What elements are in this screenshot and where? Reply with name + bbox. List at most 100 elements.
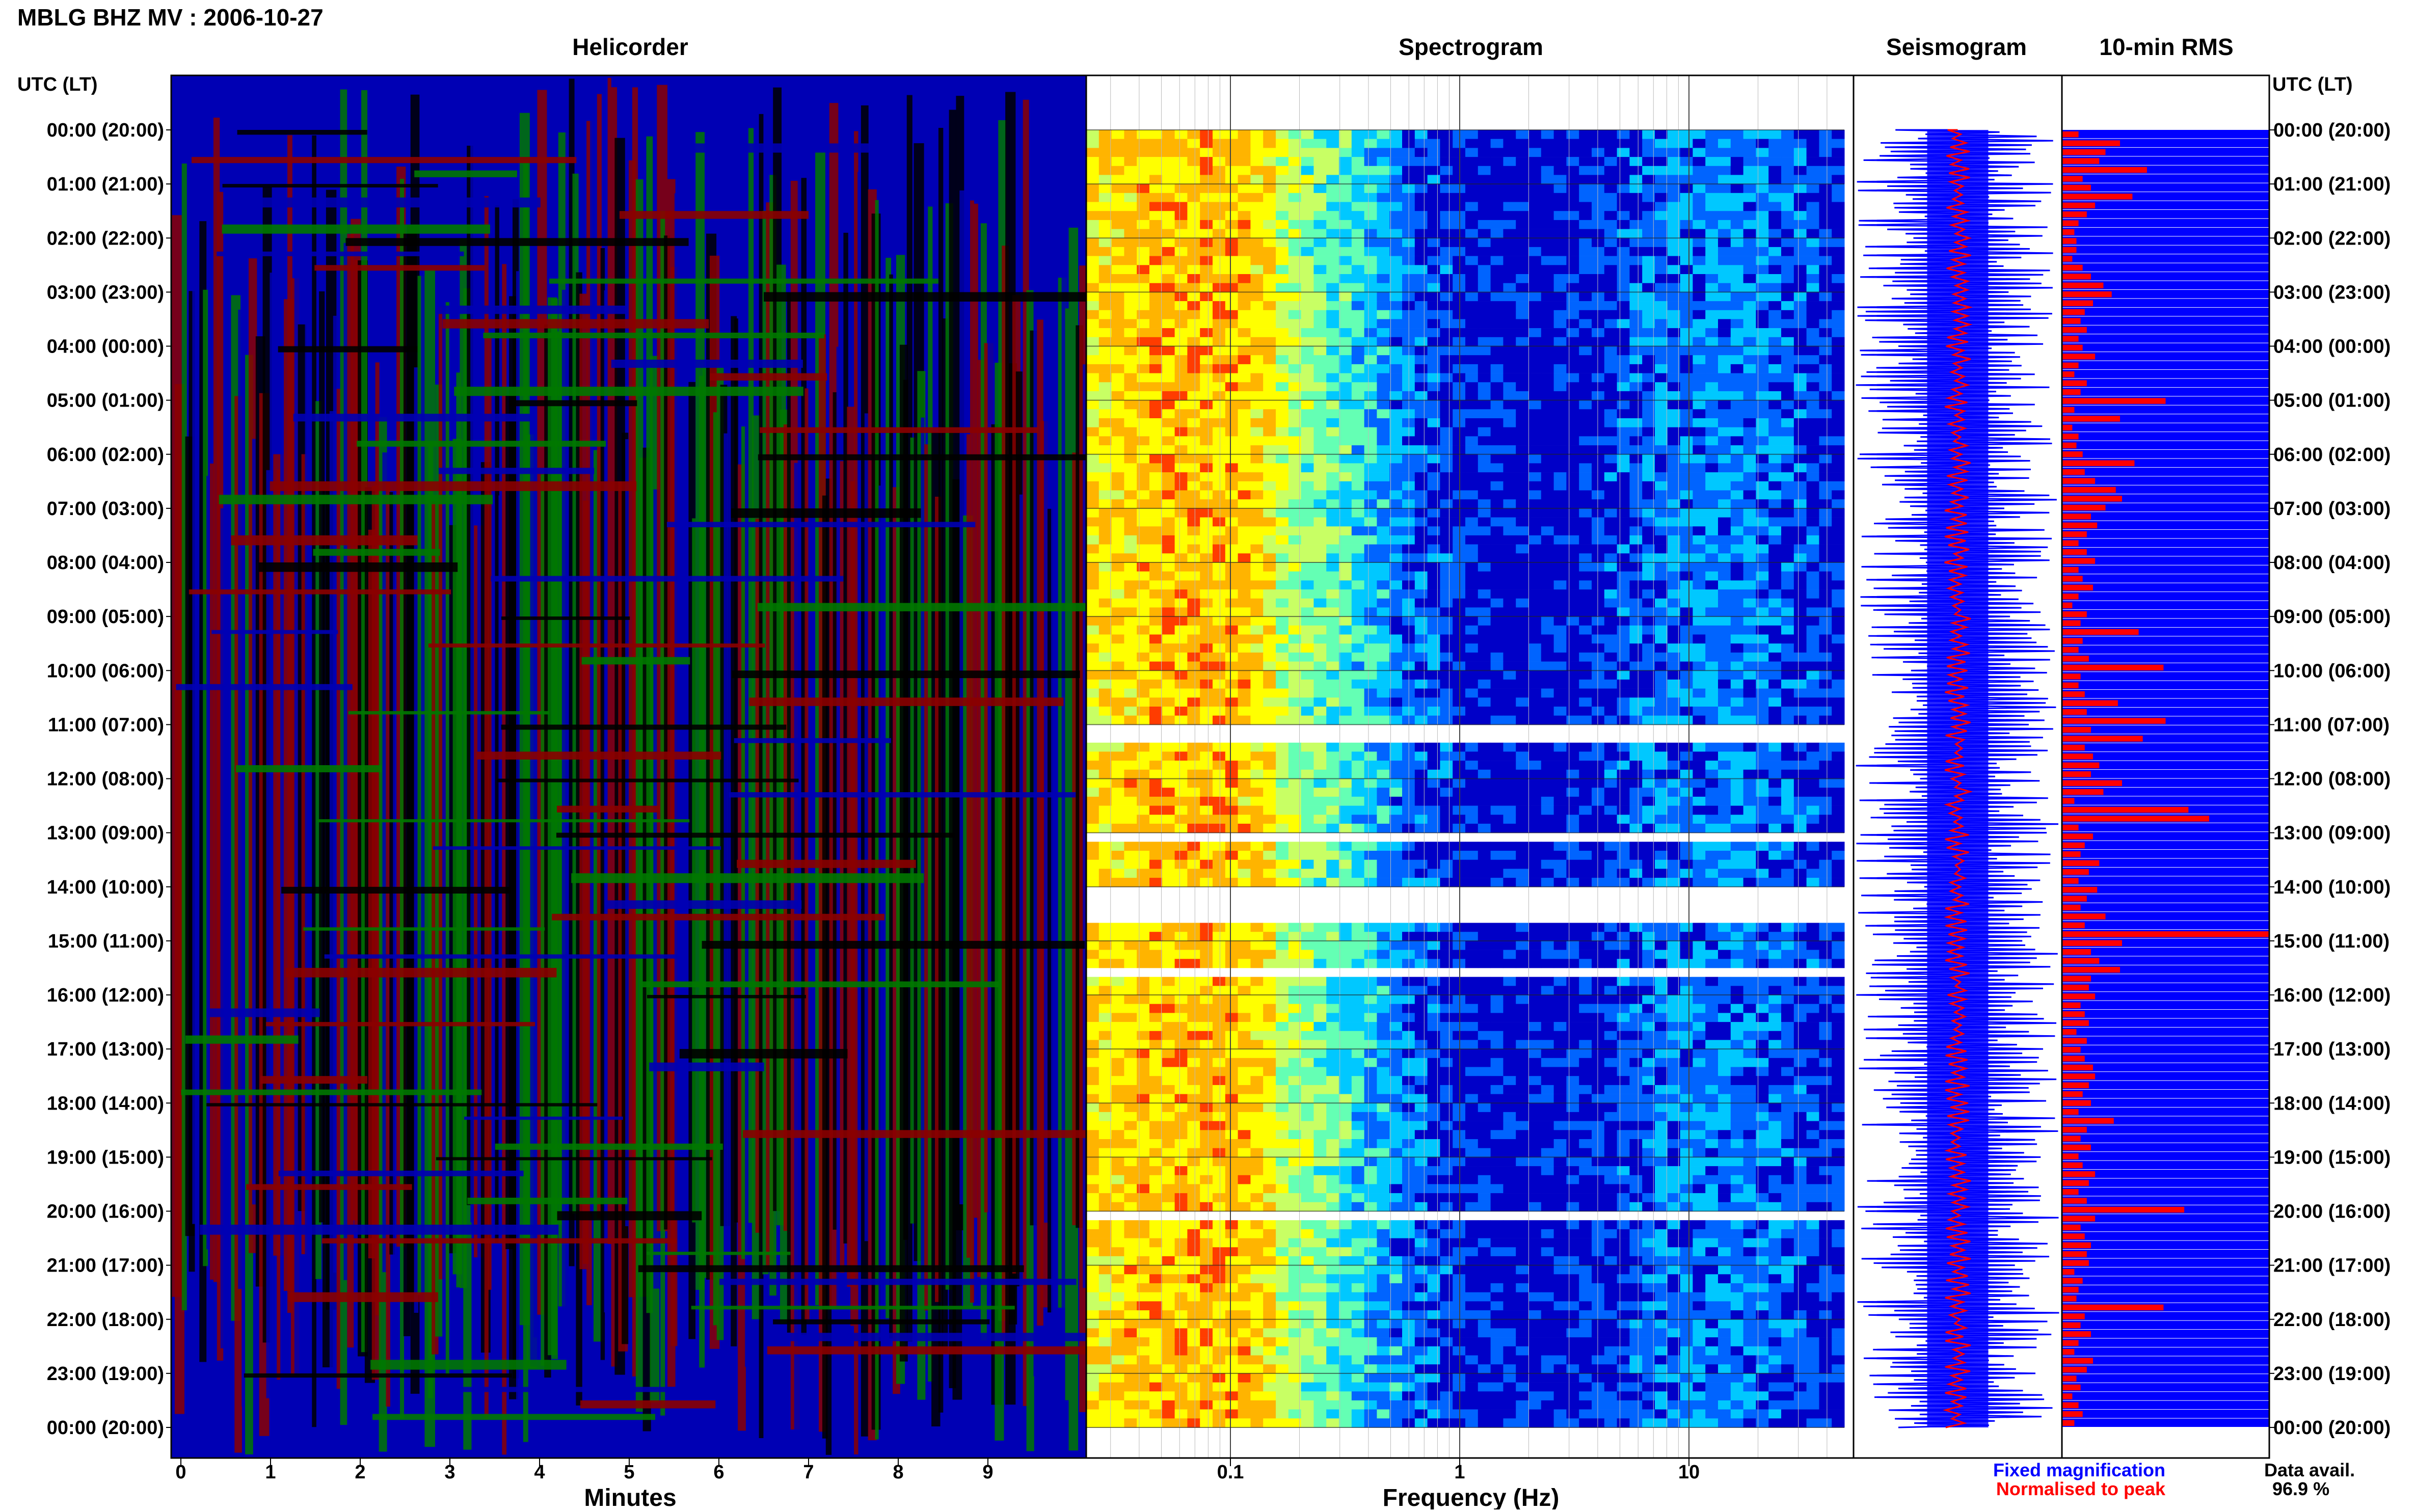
- spectrogram-cell: [1592, 166, 1605, 175]
- spectrogram-cell: [1832, 842, 1845, 851]
- spectrogram-cell: [1781, 193, 1794, 202]
- spectrogram-cell: [1655, 211, 1668, 221]
- spectrogram-cell: [1276, 815, 1289, 824]
- spectrogram-cell: [1137, 337, 1150, 346]
- spectrogram-cell: [1528, 274, 1542, 283]
- spectrogram-cell: [1440, 625, 1453, 635]
- spectrogram-cell: [1124, 679, 1137, 689]
- spectrogram-cell: [1819, 184, 1832, 194]
- spectrogram-cell: [1718, 688, 1731, 698]
- spectrogram-cell: [1414, 805, 1428, 815]
- spectrogram-cell: [1655, 175, 1668, 184]
- spectrogram-cell: [1465, 508, 1479, 518]
- spectrogram-cell: [1718, 454, 1731, 464]
- spectrogram-cell: [1276, 436, 1289, 446]
- spectrogram-cell: [1503, 337, 1516, 346]
- spectrogram-cell: [1693, 292, 1706, 302]
- spectrogram-cell: [1516, 634, 1529, 644]
- helicorder-trace: [178, 454, 184, 1270]
- spectrogram-cell: [1288, 256, 1302, 265]
- spectrogram-cell: [1351, 220, 1365, 229]
- spectrogram-cell: [1592, 463, 1605, 473]
- spectrogram-cell: [1819, 526, 1832, 536]
- spectrogram-cell: [1705, 166, 1719, 175]
- spectrogram-cell: [1528, 337, 1542, 346]
- spectrogram-cell: [1819, 211, 1832, 221]
- spectrogram-cell: [1427, 751, 1440, 761]
- spectrogram-cell: [1490, 166, 1504, 175]
- spectrogram-cell: [1667, 823, 1681, 833]
- spectrogram-cell: [1440, 157, 1453, 167]
- spectrogram-cell: [1111, 823, 1124, 833]
- spectrogram-cell: [1200, 373, 1213, 383]
- spectrogram-cell: [1553, 139, 1567, 148]
- spectrogram-cell: [1453, 490, 1466, 500]
- spectrogram-cell: [1680, 337, 1693, 346]
- spectrogram-cell: [1402, 139, 1415, 148]
- spectrogram-cell: [1819, 688, 1832, 698]
- spectrogram-cell: [1414, 373, 1428, 383]
- spectrogram-cell: [1263, 346, 1276, 356]
- spectrogram-cell: [1364, 193, 1377, 202]
- spectrogram-cell: [1213, 607, 1226, 617]
- helicorder-trace-band: [483, 333, 824, 339]
- spectrogram-cell: [1440, 454, 1453, 464]
- spectrogram-cell: [1086, 184, 1099, 194]
- spectrogram-cell: [1528, 292, 1542, 302]
- spectrogram-cell: [1693, 409, 1706, 419]
- spectrogram-cell: [1238, 202, 1251, 211]
- spectrogram-cell: [1414, 139, 1428, 148]
- spectrogram-cell: [1263, 238, 1276, 248]
- helicorder-trace-band: [314, 265, 485, 271]
- spectrogram-cell: [1553, 715, 1567, 725]
- spectrogram-cell: [1617, 247, 1630, 256]
- spectrogram-cell: [1124, 499, 1137, 509]
- spectrogram-cell: [1617, 364, 1630, 373]
- spectrogram-cell: [1225, 148, 1239, 157]
- spectrogram-cell: [1553, 607, 1567, 617]
- spectrogram-cell: [1655, 796, 1668, 806]
- spectrogram-cell: [1490, 508, 1504, 518]
- spectrogram-cell: [1111, 337, 1124, 346]
- spectrogram-cell: [1414, 553, 1428, 563]
- spectrogram-cell: [1832, 148, 1845, 157]
- spectrogram-cell: [1781, 679, 1794, 689]
- helicorder-trace: [586, 121, 592, 1306]
- spectrogram-cell: [1541, 220, 1554, 229]
- helicorder-trace: [921, 417, 925, 1283]
- spectrogram-cell: [1263, 247, 1276, 256]
- spectrogram-cell: [1655, 166, 1668, 175]
- spectrogram-cell: [1516, 391, 1529, 400]
- spectrogram-cell: [1490, 328, 1504, 338]
- spectrogram-cell: [1503, 697, 1516, 707]
- spectrogram-cell: [1743, 661, 1756, 671]
- spectrogram-cell: [1301, 184, 1314, 194]
- spectrogram-cell: [1718, 400, 1731, 410]
- spectrogram-cell: [1263, 319, 1276, 329]
- spectrogram-cell: [1490, 607, 1504, 617]
- spectrogram-cell: [1693, 661, 1706, 671]
- spectrogram-cell: [1528, 409, 1542, 419]
- spectrogram-cell: [1086, 382, 1099, 392]
- spectrogram-cell: [1718, 193, 1731, 202]
- spectrogram-cell: [1579, 842, 1592, 851]
- spectrogram-cell: [1440, 715, 1453, 725]
- spectrogram-cell: [1642, 193, 1655, 202]
- spectrogram-cell: [1579, 707, 1592, 716]
- spectrogram-cell: [1339, 625, 1352, 635]
- spectrogram-cell: [1440, 175, 1453, 184]
- spectrogram-cell: [1490, 148, 1504, 157]
- spectrogram-cell: [1718, 589, 1731, 599]
- spectrogram-cell: [1162, 445, 1175, 455]
- spectrogram-cell: [1781, 490, 1794, 500]
- spectrogram-cell: [1516, 319, 1529, 329]
- spectrogram-cell: [1553, 697, 1567, 707]
- spectrogram-cell: [1781, 778, 1794, 788]
- spectrogram-cell: [1528, 643, 1542, 653]
- spectrogram-cell: [1427, 355, 1440, 365]
- spectrogram-cell: [1288, 148, 1302, 157]
- spectrogram-cell: [1516, 130, 1529, 139]
- spectrogram-cell: [1819, 625, 1832, 635]
- spectrogram-cell: [1806, 490, 1819, 500]
- spectrogram-cell: [1238, 382, 1251, 392]
